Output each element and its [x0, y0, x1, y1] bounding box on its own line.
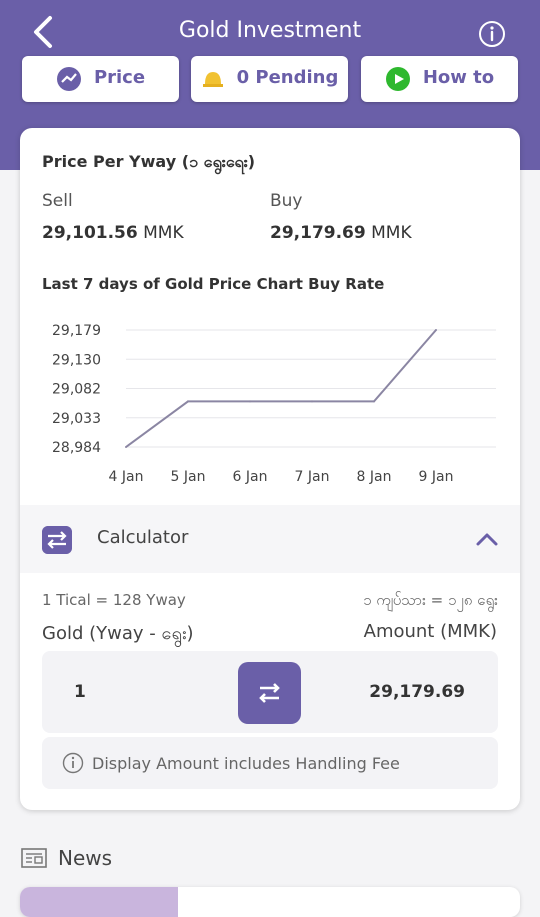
sell-label: Sell: [42, 191, 73, 211]
bell-icon: [202, 72, 223, 87]
chart-title: Last 7 days of Gold Price Chart Buy Rate: [42, 275, 385, 293]
sell-price: 29,101.56 MMK: [42, 223, 184, 243]
swap-arrows-icon: [259, 683, 280, 703]
buy-currency: MMK: [371, 223, 412, 243]
buy-label: Buy: [270, 191, 303, 211]
top-bar: Gold Investment: [0, 0, 540, 64]
info-circle-icon: [62, 752, 84, 774]
x-tick-label: 5 Jan: [171, 469, 206, 485]
pending-button[interactable]: 0 Pending: [191, 56, 348, 102]
trend-icon: [56, 67, 81, 91]
x-tick-label: 4 Jan: [109, 469, 144, 485]
calculator-header[interactable]: [20, 505, 520, 573]
data-point: [125, 446, 127, 448]
y-tick-label: 29,179: [52, 323, 101, 339]
data-point: [311, 400, 313, 403]
y-tick-label: 28,984: [52, 440, 101, 456]
data-point: [249, 400, 251, 403]
y-tick-label: 29,130: [52, 352, 101, 368]
y-tick-label: 29,082: [52, 382, 101, 398]
swap-button[interactable]: [238, 662, 301, 724]
pending-label: 0 Pending: [236, 66, 339, 88]
play-icon: [385, 67, 410, 91]
price-tab-label: Price: [93, 66, 146, 88]
amount-header: Amount (MMK): [363, 621, 497, 642]
price-section-title: Price Per Yway (၁ ရွေးရေး): [42, 152, 256, 171]
newspaper-icon: [21, 848, 47, 868]
x-tick-label: 6 Jan: [233, 469, 268, 485]
price-tab-button[interactable]: Price: [22, 56, 179, 102]
data-point: [187, 400, 189, 403]
x-tick-label: 9 Jan: [419, 469, 454, 485]
buy-rate-line: [125, 329, 437, 448]
news-card[interactable]: [20, 887, 520, 917]
rate-note-myanmar: ၁ ကျပ်သား = ၁၂၈ ရွေး: [363, 591, 498, 609]
buy-value: 29,179.69: [270, 223, 366, 243]
chevron-up-icon[interactable]: [474, 528, 500, 550]
sell-currency: MMK: [143, 223, 184, 243]
calculator-label: Calculator: [97, 527, 189, 548]
info-icon[interactable]: [478, 20, 506, 48]
gold-unit-header: Gold (Yway - ရွေး): [42, 623, 194, 644]
page-title: Gold Investment: [178, 18, 362, 43]
fee-note-box: [42, 737, 498, 789]
data-point: [373, 400, 375, 403]
how-to-label: How to: [422, 66, 495, 88]
data-point: [435, 329, 437, 331]
news-section-title: News: [58, 846, 113, 870]
swap-icon: [42, 526, 72, 554]
y-tick-label: 29,033: [52, 411, 101, 427]
amount-output[interactable]: 29,179.69: [369, 682, 465, 702]
x-tick-label: 8 Jan: [357, 469, 392, 485]
buy-price: 29,179.69 MMK: [270, 223, 412, 243]
fee-note-text: Display Amount includes Handling Fee: [92, 754, 400, 773]
sell-value: 29,101.56: [42, 223, 138, 243]
x-tick-label: 7 Jan: [295, 469, 330, 485]
rate-note-english: 1 Tical = 128 Yway: [42, 591, 186, 609]
how-to-button[interactable]: How to: [361, 56, 518, 102]
news-thumbnail: [20, 887, 178, 917]
back-arrow-icon[interactable]: [28, 14, 62, 50]
gold-quantity-input[interactable]: 1: [74, 682, 86, 702]
